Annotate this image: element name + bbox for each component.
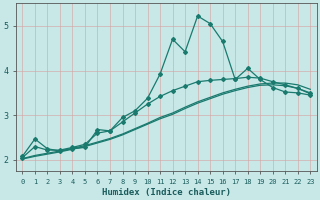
X-axis label: Humidex (Indice chaleur): Humidex (Indice chaleur) bbox=[102, 188, 231, 197]
